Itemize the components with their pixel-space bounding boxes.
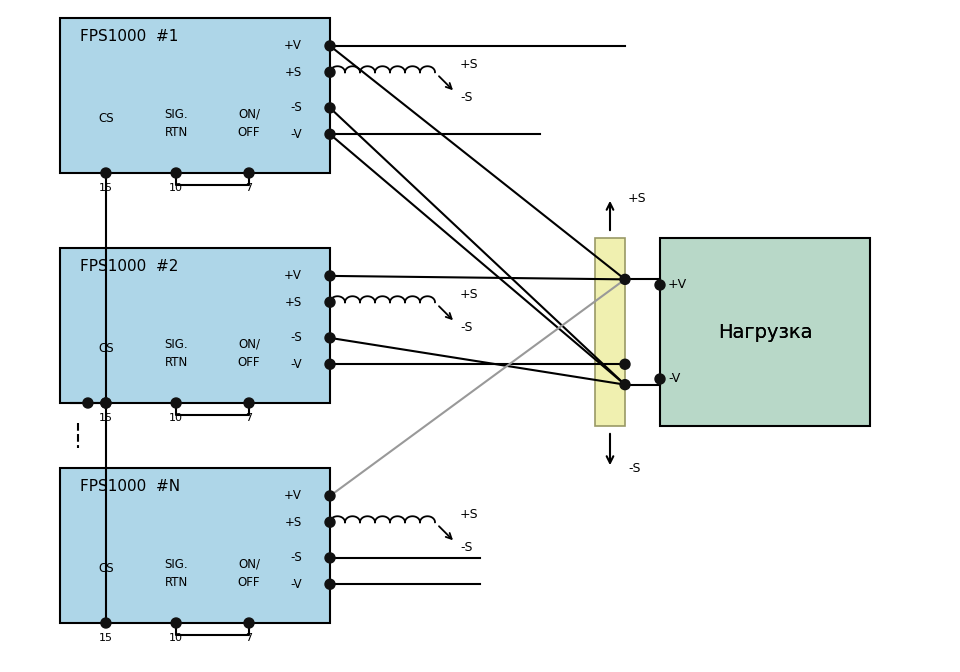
Circle shape: [325, 579, 335, 589]
Circle shape: [171, 618, 181, 628]
Circle shape: [325, 333, 335, 343]
Text: Нагрузка: Нагрузка: [718, 323, 812, 341]
Text: +V: +V: [284, 40, 302, 52]
Text: -V: -V: [290, 358, 302, 371]
Text: CS: CS: [98, 562, 113, 575]
Text: 15: 15: [99, 413, 113, 423]
Text: -S: -S: [628, 462, 640, 474]
Text: +S: +S: [285, 515, 302, 529]
Text: +V: +V: [668, 278, 687, 292]
Circle shape: [655, 280, 665, 290]
Circle shape: [620, 360, 630, 369]
Text: OFF: OFF: [238, 356, 260, 369]
Text: RTN: RTN: [164, 576, 188, 589]
Circle shape: [325, 360, 335, 369]
Text: SIG.: SIG.: [164, 337, 188, 351]
Text: OFF: OFF: [238, 126, 260, 139]
Text: -V: -V: [290, 128, 302, 140]
Text: -S: -S: [460, 91, 472, 103]
Text: 7: 7: [246, 413, 252, 423]
Text: 15: 15: [99, 633, 113, 643]
Text: ON/: ON/: [238, 108, 260, 120]
Circle shape: [325, 271, 335, 281]
Text: ON/: ON/: [238, 337, 260, 351]
Circle shape: [620, 274, 630, 284]
Circle shape: [83, 398, 93, 408]
Circle shape: [325, 41, 335, 51]
Bar: [595, 238, 625, 426]
Text: -S: -S: [290, 331, 302, 344]
Text: 10: 10: [169, 413, 183, 423]
Text: FPS1000  #1: FPS1000 #1: [80, 29, 179, 44]
Text: -V: -V: [668, 372, 681, 386]
Text: SIG.: SIG.: [164, 558, 188, 571]
Text: -S: -S: [460, 541, 472, 554]
Text: -S: -S: [460, 321, 472, 334]
Text: 10: 10: [169, 183, 183, 193]
Circle shape: [325, 297, 335, 307]
Text: 7: 7: [246, 633, 252, 643]
Text: FPS1000  #N: FPS1000 #N: [80, 479, 180, 494]
Bar: [60, 468, 330, 623]
Text: +V: +V: [284, 489, 302, 503]
Text: CS: CS: [98, 342, 113, 355]
Text: OFF: OFF: [238, 576, 260, 589]
Circle shape: [325, 553, 335, 563]
Text: 7: 7: [246, 183, 252, 193]
Text: +S: +S: [628, 192, 647, 204]
Text: 15: 15: [99, 183, 113, 193]
Circle shape: [101, 398, 111, 408]
Text: FPS1000  #2: FPS1000 #2: [80, 259, 179, 274]
Text: +S: +S: [460, 508, 479, 521]
Bar: [660, 238, 870, 426]
Circle shape: [101, 618, 111, 628]
Circle shape: [325, 491, 335, 501]
Text: CS: CS: [98, 112, 113, 125]
Text: +S: +S: [285, 66, 302, 79]
Circle shape: [325, 129, 335, 139]
Circle shape: [244, 168, 254, 178]
Text: ON/: ON/: [238, 558, 260, 571]
Circle shape: [325, 517, 335, 528]
Text: +S: +S: [285, 296, 302, 308]
Text: -S: -S: [290, 101, 302, 114]
Text: RTN: RTN: [164, 126, 188, 139]
Text: +V: +V: [284, 269, 302, 282]
Circle shape: [244, 618, 254, 628]
Text: 10: 10: [169, 633, 183, 643]
Text: RTN: RTN: [164, 356, 188, 369]
Bar: [60, 248, 330, 403]
Text: +S: +S: [460, 288, 479, 301]
Circle shape: [620, 380, 630, 390]
Text: +S: +S: [460, 58, 479, 71]
Text: Нагрузка: Нагрузка: [718, 323, 812, 341]
Bar: [60, 18, 330, 173]
Circle shape: [325, 67, 335, 77]
Circle shape: [101, 168, 111, 178]
Circle shape: [325, 103, 335, 113]
Circle shape: [101, 398, 111, 408]
Circle shape: [171, 168, 181, 178]
Circle shape: [244, 398, 254, 408]
Text: -V: -V: [290, 578, 302, 591]
Circle shape: [655, 374, 665, 384]
Text: -S: -S: [290, 552, 302, 564]
Circle shape: [171, 398, 181, 408]
Text: SIG.: SIG.: [164, 108, 188, 120]
